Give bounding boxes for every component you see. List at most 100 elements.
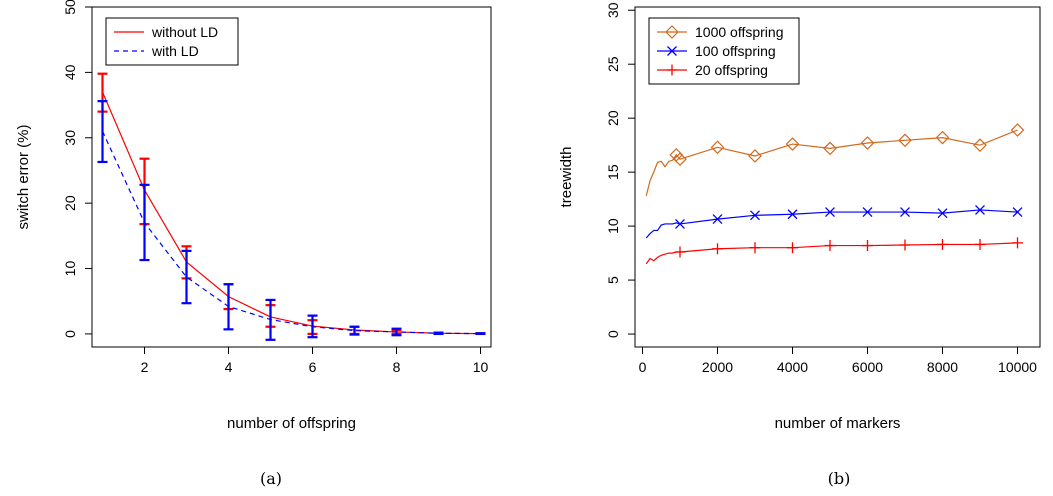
data-point	[710, 140, 725, 155]
error-bar	[265, 298, 276, 341]
y-tick-label: 15	[605, 164, 621, 180]
y-axis-label-a: switch error (%)	[15, 124, 32, 229]
series-1	[97, 72, 486, 336]
caption-a: (a)	[260, 469, 282, 488]
series-a	[97, 72, 486, 341]
x-tick-label: 2000	[702, 359, 733, 375]
x-tick-label: 6	[309, 359, 317, 375]
data-point	[750, 210, 760, 221]
series-b	[645, 123, 1025, 265]
y-tick-label: 20	[605, 110, 621, 126]
series-line	[101, 91, 481, 335]
data-point	[898, 133, 912, 148]
y-tick-label: 40	[62, 64, 78, 80]
x-tick-label: 10	[473, 359, 489, 375]
data-point	[665, 25, 679, 39]
legend-item: 100 offspring	[657, 43, 776, 59]
data-point	[974, 238, 986, 250]
panel-b: 0 2000 4000 6000 8000 10000 0 5 10 15 20 25 30 1000 …	[558, 2, 1041, 488]
error-bar	[139, 183, 150, 262]
legend-item: with LD	[114, 43, 199, 59]
data-point	[1010, 123, 1025, 137]
data-point	[973, 138, 987, 153]
x-axis-label-b: number of markers	[775, 415, 901, 432]
data-point	[1012, 207, 1023, 218]
x-tick-label: 0	[639, 359, 647, 375]
y-tick-label: 5	[605, 276, 621, 284]
data-point	[937, 208, 948, 219]
legend-box	[105, 17, 239, 66]
data-point	[673, 152, 687, 167]
x-tick-label: 10000	[998, 359, 1037, 375]
series-3	[645, 237, 1023, 265]
error-bar	[181, 249, 192, 305]
x-tick-label: 8000	[927, 359, 958, 375]
plot-frame-a	[91, 6, 492, 348]
data-point	[787, 209, 798, 220]
ticks-b: 0 2000 4000 6000 8000 10000 0 5 10 15 20 25 30	[605, 2, 1037, 375]
error-bar	[391, 327, 402, 337]
panel-a: 2 4 6 8 10 0 10 20 30 40 50 without LD with LD numb…	[15, 0, 492, 488]
error-bar	[349, 325, 360, 336]
data-point	[823, 141, 837, 156]
series-line	[645, 129, 1018, 197]
plot-frame-b	[634, 6, 1041, 348]
series-2	[645, 204, 1023, 239]
data-point	[712, 214, 723, 225]
legend-label: 100 offspring	[695, 43, 776, 59]
error-bar	[97, 100, 108, 164]
caption-b: (b)	[828, 469, 851, 488]
y-tick-label: 0	[62, 330, 78, 338]
x-axis-label-a: number of offspring	[227, 415, 356, 432]
legend-b: 1000 offspring 100 offspring 20 offspring	[648, 17, 800, 85]
y-tick-label: 20	[62, 195, 78, 211]
data-point	[667, 46, 677, 56]
legend-item: without LD	[114, 24, 218, 40]
error-bar	[433, 331, 444, 336]
series-2	[97, 100, 486, 341]
legend-label: 20 offspring	[695, 62, 768, 78]
data-point	[860, 136, 875, 150]
legend-label: 1000 offspring	[695, 24, 783, 40]
y-tick-label: 0	[605, 330, 621, 338]
data-point	[935, 130, 950, 145]
legend-item: 20 offspring	[657, 62, 768, 78]
data-point	[937, 238, 948, 250]
data-point	[674, 246, 686, 258]
data-point	[712, 243, 723, 255]
legend-label: without LD	[151, 24, 218, 40]
error-bar	[307, 314, 318, 339]
y-tick-label: 30	[605, 2, 621, 18]
x-tick-label: 6000	[852, 359, 883, 375]
x-tick-label: 2	[141, 359, 149, 375]
data-point	[824, 240, 836, 252]
y-tick-label: 10	[62, 261, 78, 277]
ticks-a: 2 4 6 8 10 0 10 20 30 40 50	[62, 0, 488, 375]
legend-label: with LD	[151, 43, 199, 59]
x-tick-label: 4000	[777, 359, 808, 375]
y-tick-label: 30	[62, 130, 78, 146]
data-point	[666, 64, 678, 76]
error-bar	[475, 332, 486, 336]
data-point	[975, 204, 985, 215]
x-tick-label: 4	[225, 359, 233, 375]
y-tick-label: 50	[62, 0, 78, 15]
y-axis-label-b: treewidth	[558, 147, 575, 208]
error-bar	[223, 283, 234, 331]
data-point	[862, 207, 873, 218]
data-point	[748, 149, 762, 163]
data-point	[675, 218, 685, 229]
data-point	[825, 207, 835, 218]
legend-a: without LD with LD	[105, 17, 239, 66]
data-point	[749, 242, 761, 254]
data-point	[900, 207, 910, 218]
x-tick-label: 8	[393, 359, 401, 375]
data-point	[862, 240, 873, 252]
data-point	[787, 242, 798, 254]
legend-item: 1000 offspring	[657, 24, 783, 40]
y-tick-label: 25	[605, 56, 621, 72]
series-1	[645, 123, 1025, 197]
series-line	[101, 130, 481, 335]
data-point	[899, 239, 911, 251]
